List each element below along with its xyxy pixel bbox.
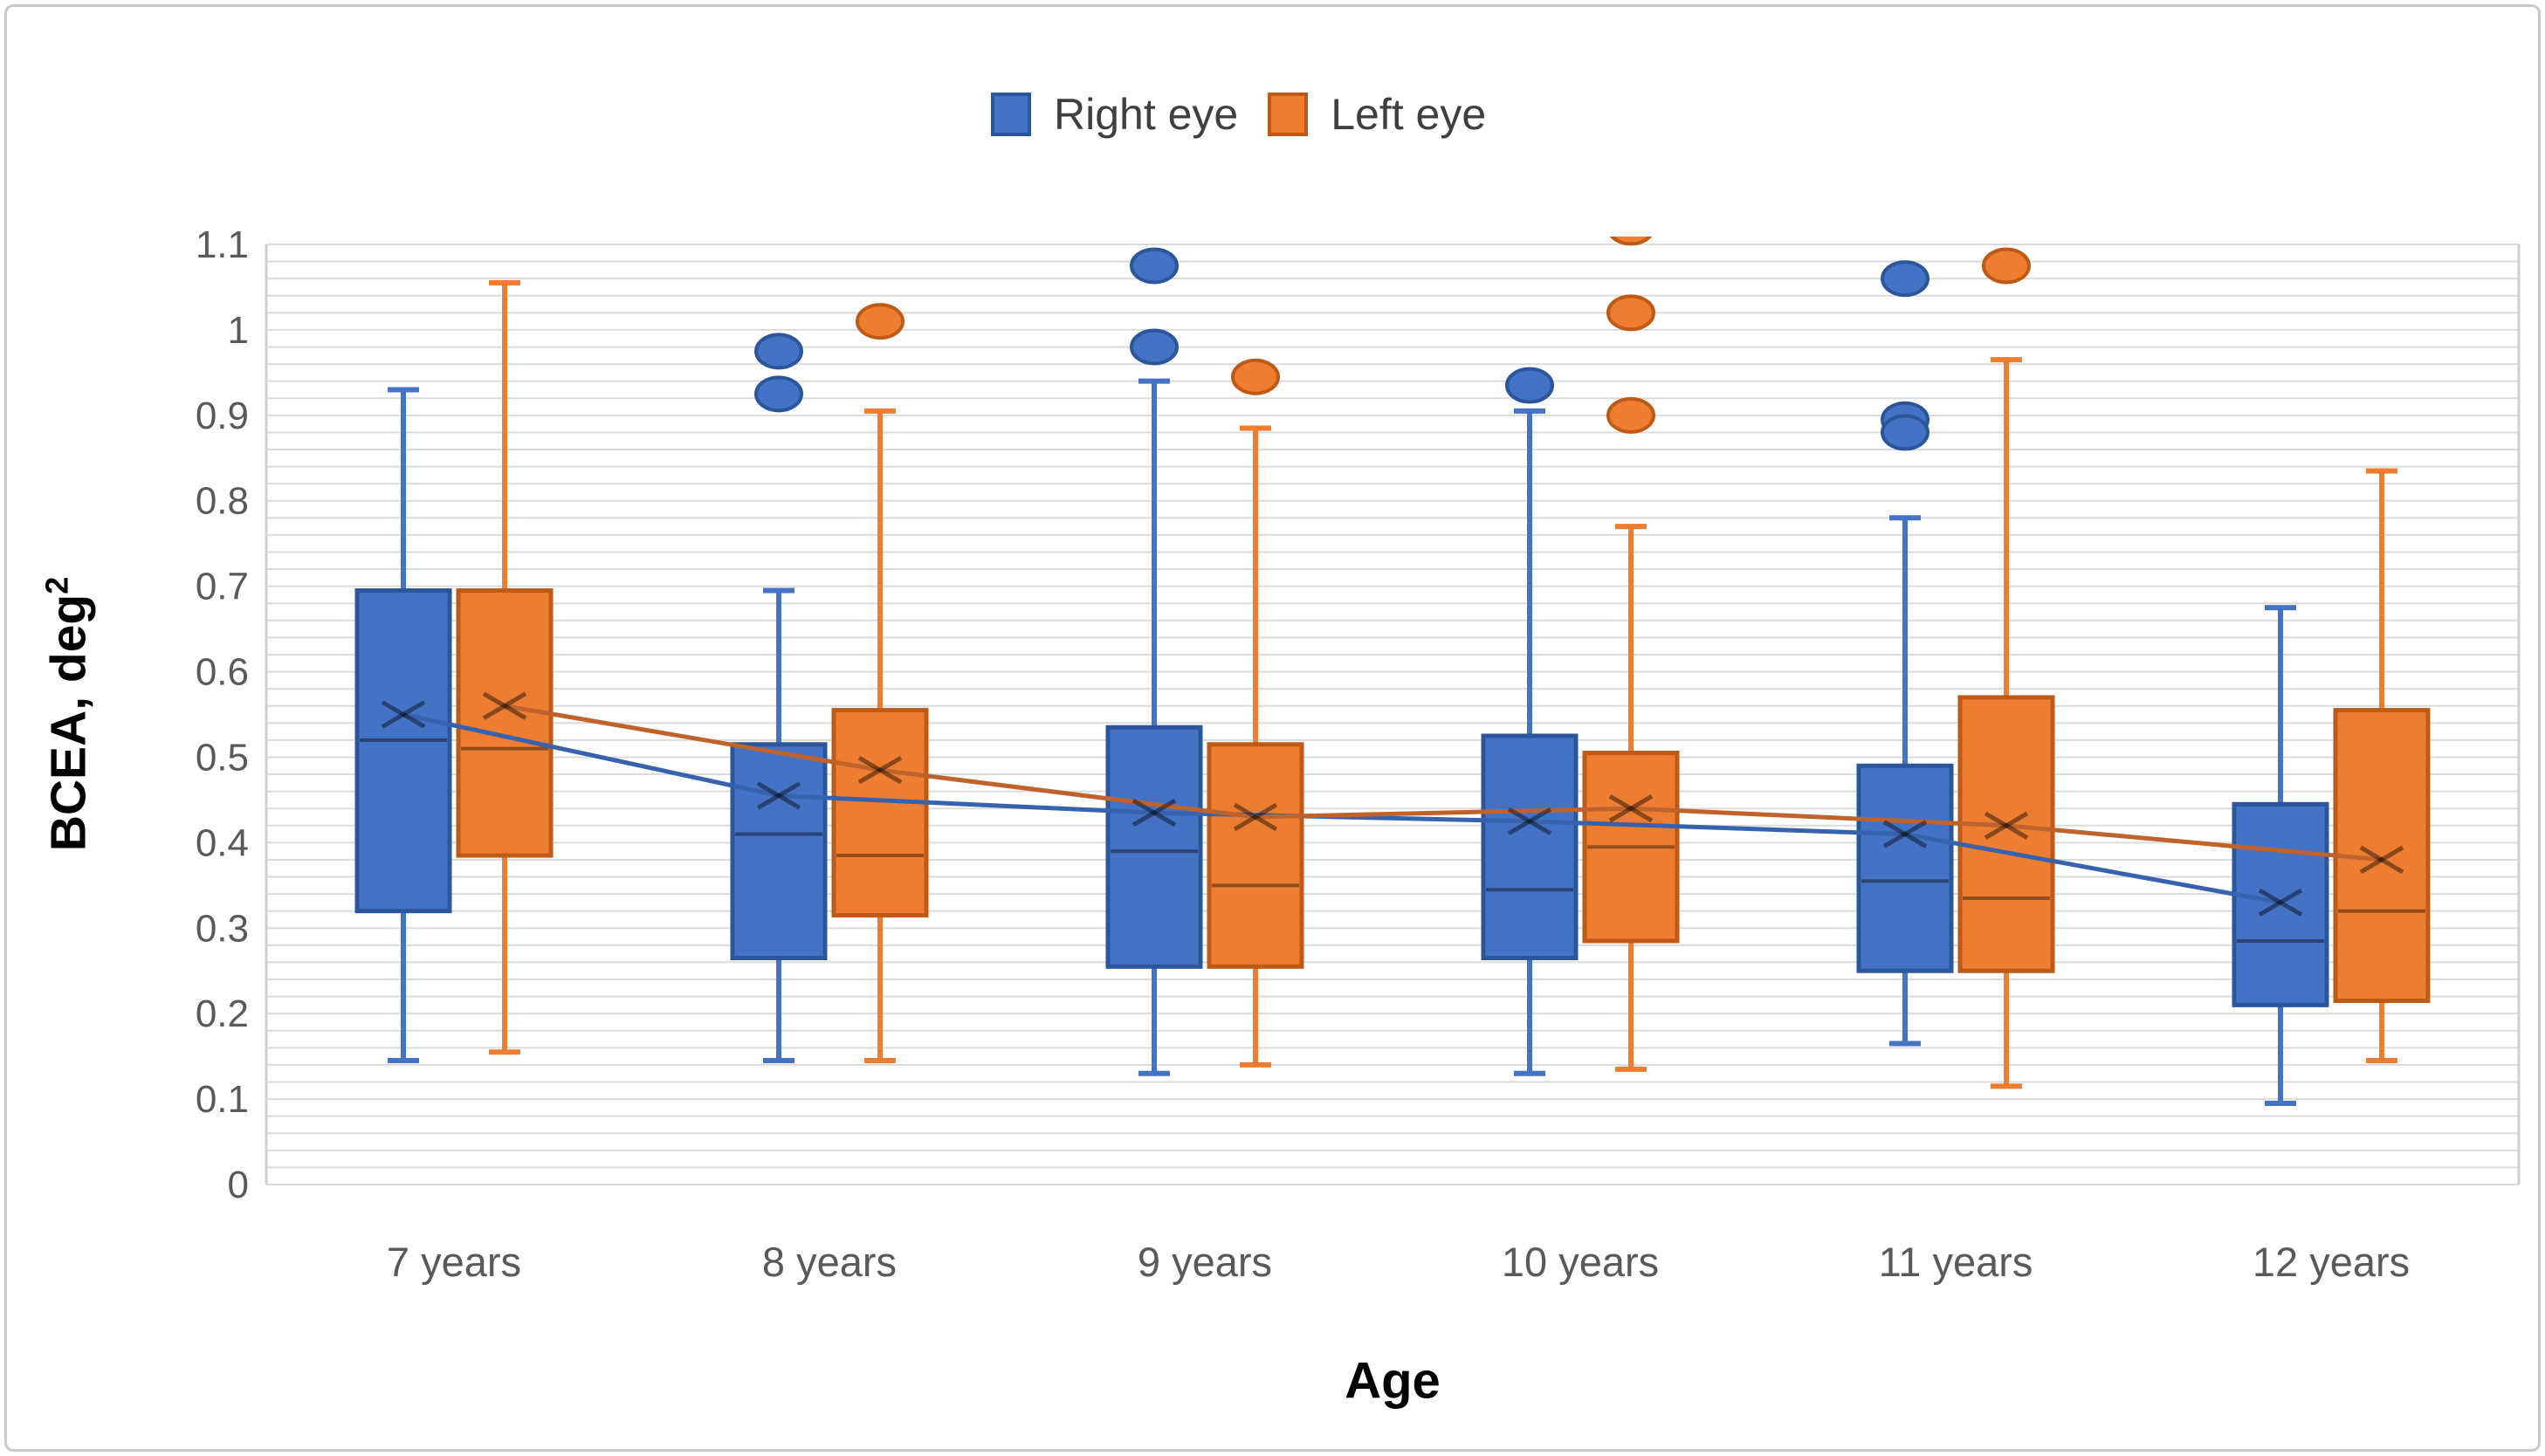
box-right-eye-12-years[interactable]: [2232, 605, 2329, 1106]
series-left-eye: [456, 280, 2431, 1089]
x-tick-label-12-years: 12 years: [2253, 1239, 2410, 1285]
mean-x-marker: [381, 700, 426, 729]
box-right-eye-7-years[interactable]: [354, 387, 452, 1064]
x-tick-label-10-years: 10 years: [1502, 1239, 1659, 1285]
iqr-box: [1481, 733, 1579, 961]
mean-markers-left-eye: [482, 691, 2404, 875]
iqr-box: [456, 588, 554, 858]
y-tick-label: 0.3: [196, 907, 249, 950]
y-tick-label: 0.7: [196, 566, 249, 608]
mean-x-marker: [482, 691, 527, 720]
y-tick-label: 0.8: [196, 480, 249, 523]
outlier-dot-left-eye-8-years[interactable]: [856, 303, 905, 340]
y-axis-tick-labels: 0 0.1 0.2 0.3 0.4 0.5 0.6 0.7 0.8 0.9 1 1.1: [196, 223, 249, 1206]
outlier-dot-left-eye-10-years[interactable]: [1606, 396, 1655, 434]
series-right-eye: [354, 378, 2329, 1106]
box-left-eye-9-years[interactable]: [1207, 425, 1304, 1068]
y-tick-label: 0.6: [196, 651, 249, 694]
legend-item-right-eye[interactable]: Right eye: [991, 93, 1238, 136]
box-left-eye-8-years[interactable]: [831, 408, 929, 1064]
mean-x-marker: [1233, 802, 1278, 832]
x-tick-label-11-years: 11 years: [1879, 1239, 2033, 1285]
box-left-eye-11-years[interactable]: [1957, 357, 2055, 1089]
x-tick-label-7-years: 7 years: [387, 1239, 521, 1285]
outlier-dot-right-eye-11-years[interactable]: [1881, 260, 1929, 298]
legend-label-left-eye: Left eye: [1331, 90, 1487, 139]
x-axis-tick-labels: 7 years 8 years 9 years 10 years 11 years 12 …: [387, 1239, 2410, 1285]
box-left-eye-12-years[interactable]: [2333, 468, 2431, 1064]
outlier-dot-left-eye-11-years[interactable]: [1982, 247, 2031, 285]
y-tick-label: 1: [228, 309, 249, 352]
y-tick-label: 1.1: [196, 223, 249, 266]
iqr-box: [831, 708, 929, 918]
iqr-box: [1582, 751, 1680, 944]
box-right-eye-10-years[interactable]: [1481, 408, 1579, 1076]
y-tick-label: 0.2: [196, 992, 249, 1035]
outlier-dot-left-eye-10-years[interactable]: [1608, 210, 1654, 246]
legend-swatch-right-eye: [991, 93, 1031, 136]
y-tick-label: 0.5: [196, 736, 249, 779]
mean-trend-line-left-eye: [504, 704, 2383, 862]
y-axis-title-superscript: 2: [38, 576, 75, 594]
outliers: [754, 210, 2031, 451]
y-tick-label: 0.1: [196, 1078, 249, 1121]
iqr-box: [730, 742, 828, 961]
iqr-box: [1856, 763, 1954, 973]
outlier-dot-right-eye-8-years[interactable]: [754, 375, 803, 413]
legend-swatch-left-eye: [1268, 93, 1309, 136]
legend-item-left-eye[interactable]: Left eye: [1268, 93, 1486, 136]
box-left-eye-7-years[interactable]: [456, 280, 554, 1055]
x-tick-label-8-years: 8 years: [762, 1239, 897, 1285]
iqr-box: [1207, 742, 1304, 969]
x-tick-label-9-years: 9 years: [1138, 1239, 1272, 1285]
outlier-dot-left-eye-10-years[interactable]: [1606, 294, 1655, 332]
outlier-dot-right-eye-9-years[interactable]: [1130, 247, 1179, 285]
iqr-box: [354, 588, 452, 914]
mean-x-marker: [1984, 811, 2029, 840]
outlier-dot-right-eye-10-years[interactable]: [1505, 367, 1554, 404]
y-tick-label: 0.9: [196, 395, 249, 437]
outlier-dot-right-eye-9-years[interactable]: [1130, 328, 1179, 366]
mean-x-marker: [1131, 798, 1177, 828]
iqr-box: [1957, 695, 2055, 973]
box-right-eye-9-years[interactable]: [1105, 378, 1203, 1076]
box-left-eye-10-years[interactable]: [1582, 524, 1680, 1072]
mean-x-marker: [1608, 794, 1654, 823]
outlier-dot-right-eye-11-years[interactable]: [1881, 414, 1929, 451]
y-tick-label: 0.4: [196, 821, 249, 864]
mean-x-marker: [1507, 807, 1552, 836]
iqr-box: [1105, 725, 1203, 969]
iqr-box: [2232, 801, 2329, 1007]
mean-x-marker: [2359, 845, 2404, 875]
outlier-dot-right-eye-8-years[interactable]: [754, 333, 803, 370]
mean-markers-right-eye: [381, 700, 2303, 917]
mean-x-marker: [756, 781, 801, 810]
y-tick-label: 0: [228, 1164, 249, 1206]
y-axis-title: BCEA, deg2: [39, 577, 98, 852]
gridlines: [266, 244, 2519, 1185]
box-right-eye-11-years[interactable]: [1856, 515, 1954, 1047]
mean-x-marker: [1882, 820, 1928, 848]
mean-x-marker: [2258, 888, 2303, 917]
plot-frame: [265, 244, 2521, 1185]
box-right-eye-8-years[interactable]: [730, 587, 828, 1064]
mean-x-marker: [857, 755, 903, 785]
legend: Right eye Left eye: [991, 93, 1486, 136]
outlier-dot-left-eye-9-years[interactable]: [1231, 358, 1280, 395]
x-axis-title: Age: [1345, 1352, 1441, 1410]
y-axis-title-text: BCEA, deg: [40, 594, 97, 852]
legend-label-right-eye: Right eye: [1054, 90, 1239, 139]
